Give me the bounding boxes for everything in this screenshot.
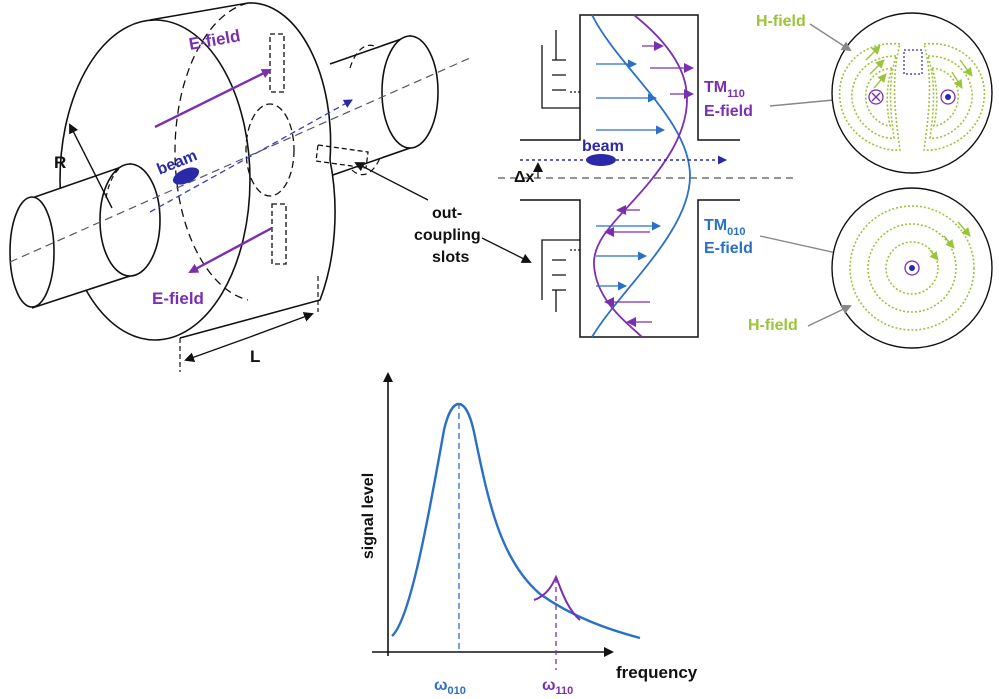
h-field-pointer-top	[810, 24, 850, 50]
length-label: L	[250, 347, 260, 366]
length-arrow-b	[250, 314, 312, 337]
y-axis-label: signal level	[360, 473, 377, 559]
cavity-3d: beam E-field E-field R L	[10, 3, 470, 372]
e-field-label-bottom: E-field	[152, 289, 204, 308]
beam-label-section: beam	[582, 138, 624, 155]
tm010-h-field-view	[832, 188, 992, 348]
slots-pointer-lower	[482, 238, 530, 262]
tm010-resonance-curve	[392, 404, 640, 638]
beam-bunch-section	[586, 154, 616, 166]
length-arrow-a	[186, 337, 250, 360]
tm110-h-field-view	[832, 13, 992, 173]
radius-label: R	[54, 153, 66, 172]
spectrum-plot: signal level frequency ω010 ω110	[360, 374, 698, 697]
tm110-label: TM110	[704, 79, 745, 100]
tm010-efield-label: E-field	[704, 240, 753, 257]
x-axis-label: frequency	[616, 663, 698, 682]
slots-label-line3: slots	[432, 249, 469, 266]
delta-x-label: Δx	[514, 169, 535, 186]
slots-pointer-upper	[356, 163, 428, 200]
tm110-resonance-curve	[534, 577, 580, 620]
peak-010-label: ω010	[434, 677, 466, 697]
tm010-label: TM010	[704, 217, 745, 238]
peak-110-label: ω110	[542, 677, 573, 697]
h-field-label-bottom: H-field	[748, 317, 798, 334]
h-field-label-top: H-field	[756, 13, 806, 30]
h-field-pointer-bottom	[808, 306, 850, 326]
tm110-efield-label: E-field	[704, 103, 753, 120]
tm110-field-profile	[594, 15, 687, 337]
slots-label-line1: out-	[432, 205, 462, 222]
slots-label-line2: coupling	[414, 227, 481, 244]
right-beam-pipe	[330, 36, 438, 176]
tm010-field-profile	[592, 15, 690, 337]
